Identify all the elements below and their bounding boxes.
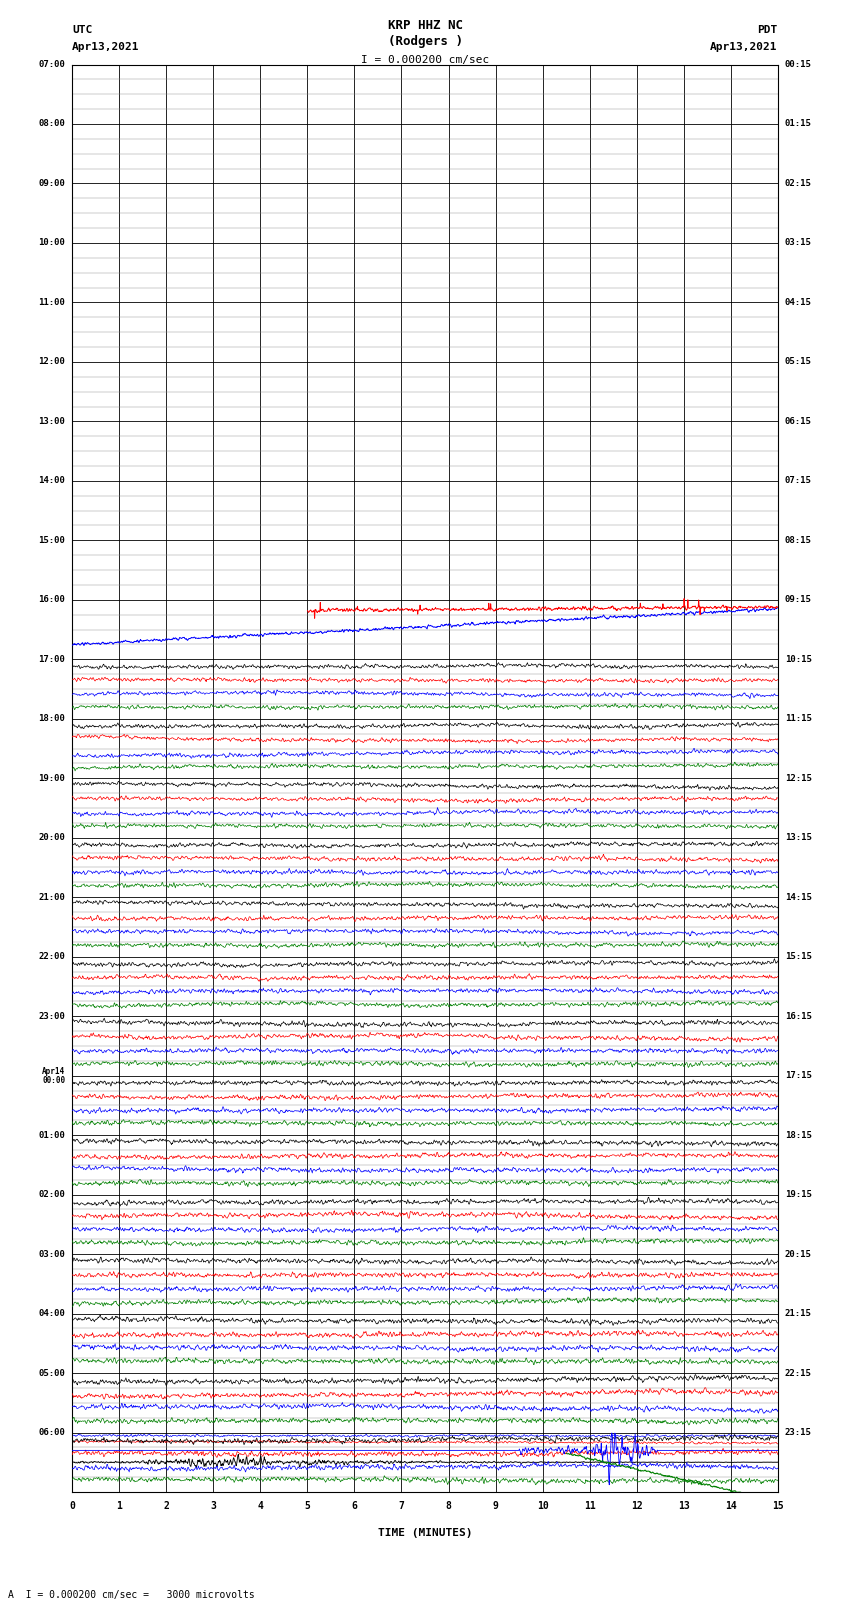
Text: 12: 12 — [631, 1502, 643, 1511]
Text: 8: 8 — [445, 1502, 451, 1511]
Text: 23:15: 23:15 — [785, 1428, 812, 1437]
Text: 3: 3 — [211, 1502, 216, 1511]
Text: 07:00: 07:00 — [38, 60, 65, 69]
Text: Apr13,2021: Apr13,2021 — [711, 42, 778, 52]
Text: 17:00: 17:00 — [38, 655, 65, 665]
Text: 9: 9 — [493, 1502, 498, 1511]
Text: 04:00: 04:00 — [38, 1310, 65, 1318]
Text: 12:00: 12:00 — [38, 358, 65, 366]
Text: 12:15: 12:15 — [785, 774, 812, 782]
Text: 06:15: 06:15 — [785, 416, 812, 426]
Text: 03:00: 03:00 — [38, 1250, 65, 1258]
Text: 04:15: 04:15 — [785, 298, 812, 306]
Text: 00:00: 00:00 — [42, 1076, 65, 1084]
Text: 22:00: 22:00 — [38, 952, 65, 961]
Text: 02:15: 02:15 — [785, 179, 812, 189]
Text: 11:15: 11:15 — [785, 715, 812, 723]
Text: 16:00: 16:00 — [38, 595, 65, 605]
Text: 07:15: 07:15 — [785, 476, 812, 486]
Text: 2: 2 — [163, 1502, 169, 1511]
Text: 13:15: 13:15 — [785, 834, 812, 842]
Text: 6: 6 — [352, 1502, 357, 1511]
Text: 20:15: 20:15 — [785, 1250, 812, 1258]
Text: 08:15: 08:15 — [785, 536, 812, 545]
Text: 20:00: 20:00 — [38, 834, 65, 842]
Text: UTC: UTC — [72, 26, 93, 35]
Text: 19:00: 19:00 — [38, 774, 65, 782]
Text: 05:15: 05:15 — [785, 358, 812, 366]
Text: 09:15: 09:15 — [785, 595, 812, 605]
Text: 22:15: 22:15 — [785, 1368, 812, 1378]
Text: 10:00: 10:00 — [38, 239, 65, 247]
Text: 10:15: 10:15 — [785, 655, 812, 665]
Text: 0: 0 — [70, 1502, 75, 1511]
Text: 08:00: 08:00 — [38, 119, 65, 129]
Text: 06:00: 06:00 — [38, 1428, 65, 1437]
Text: 13:00: 13:00 — [38, 416, 65, 426]
Text: 03:15: 03:15 — [785, 239, 812, 247]
Text: 14:00: 14:00 — [38, 476, 65, 486]
Text: 19:15: 19:15 — [785, 1190, 812, 1198]
Text: TIME (MINUTES): TIME (MINUTES) — [377, 1528, 473, 1537]
Text: 21:15: 21:15 — [785, 1310, 812, 1318]
Text: 5: 5 — [304, 1502, 310, 1511]
Text: Apr14: Apr14 — [42, 1066, 65, 1076]
Text: 4: 4 — [258, 1502, 264, 1511]
Text: 18:00: 18:00 — [38, 715, 65, 723]
Text: 00:15: 00:15 — [785, 60, 812, 69]
Text: 1: 1 — [116, 1502, 122, 1511]
Text: 11:00: 11:00 — [38, 298, 65, 306]
Text: 15:15: 15:15 — [785, 952, 812, 961]
Text: 02:00: 02:00 — [38, 1190, 65, 1198]
Text: (Rodgers ): (Rodgers ) — [388, 35, 462, 48]
Text: 09:00: 09:00 — [38, 179, 65, 189]
Text: 01:15: 01:15 — [785, 119, 812, 129]
Text: 05:00: 05:00 — [38, 1368, 65, 1378]
Text: PDT: PDT — [757, 26, 778, 35]
Text: 21:00: 21:00 — [38, 892, 65, 902]
Text: Apr13,2021: Apr13,2021 — [72, 42, 139, 52]
Text: 15: 15 — [772, 1502, 784, 1511]
Text: A  I = 0.000200 cm/sec =   3000 microvolts: A I = 0.000200 cm/sec = 3000 microvolts — [8, 1590, 255, 1600]
Text: 18:15: 18:15 — [785, 1131, 812, 1140]
Text: I = 0.000200 cm/sec: I = 0.000200 cm/sec — [361, 55, 489, 65]
Text: 16:15: 16:15 — [785, 1011, 812, 1021]
Text: 15:00: 15:00 — [38, 536, 65, 545]
Text: 13: 13 — [677, 1502, 689, 1511]
Text: KRP HHZ NC: KRP HHZ NC — [388, 19, 462, 32]
Text: 14:15: 14:15 — [785, 892, 812, 902]
Text: 23:00: 23:00 — [38, 1011, 65, 1021]
Text: 17:15: 17:15 — [785, 1071, 812, 1081]
Text: 01:00: 01:00 — [38, 1131, 65, 1140]
Text: 10: 10 — [536, 1502, 548, 1511]
Text: 14: 14 — [725, 1502, 737, 1511]
Text: 7: 7 — [399, 1502, 405, 1511]
Text: 11: 11 — [584, 1502, 596, 1511]
